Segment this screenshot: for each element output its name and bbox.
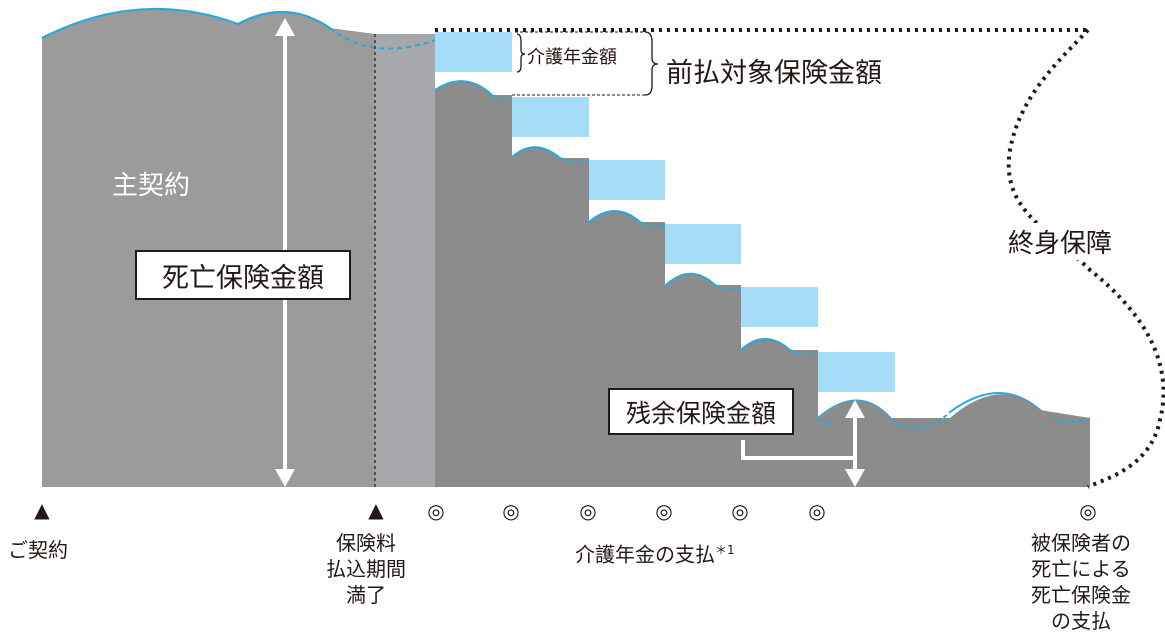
step-wave-4 — [664, 272, 716, 287]
death-payment-line-2: 死亡による — [1031, 557, 1131, 581]
remaining-wave-dashed — [817, 409, 1091, 430]
pension-block-6 — [818, 352, 895, 392]
prepay-brace — [644, 31, 659, 96]
pension-double-circle-icon: ◎ — [427, 499, 445, 523]
pension-block-4 — [665, 224, 741, 264]
care-pension-amount-label: 介護年金額 — [527, 47, 617, 68]
pension-double-circle-icon: ◎ — [579, 499, 597, 523]
pension-block-3 — [589, 160, 665, 200]
step-wave-3 — [588, 210, 641, 223]
remaining-amount-arrow — [741, 400, 865, 487]
step-wave-1-dash — [491, 94, 513, 101]
premium-end-line-3: 満了 — [346, 583, 386, 607]
step-wave-5-dash — [789, 349, 819, 356]
main-contract-label: 主契約 — [112, 171, 191, 201]
contract-label: ご契約 — [8, 538, 68, 562]
death-payment-line-1: 被保険者の — [1031, 531, 1131, 555]
premium-period-area — [375, 34, 435, 487]
pension-double-circle-icon: ◎ — [502, 499, 520, 523]
step-wave-1 — [434, 80, 493, 96]
remaining-wave-fill — [818, 394, 1090, 420]
step-wave-2 — [511, 146, 561, 159]
death-benefit-label: 死亡保険金額 — [162, 262, 324, 294]
pension-block-1 — [435, 32, 512, 72]
remaining-amount-box: 残余保険金額 — [608, 388, 794, 435]
premium-end-triangle-icon: ▲ — [368, 498, 384, 522]
step-wave-4-dash — [714, 284, 742, 291]
remaining-staircase-area — [435, 81, 1090, 487]
pension-block-5 — [741, 287, 818, 327]
pension-payment-note: ＊1 — [715, 543, 735, 557]
pension-payment-label: 介護年金の支払＊1 — [575, 537, 735, 568]
step-wave-5 — [740, 338, 791, 351]
main-wave-line — [41, 7, 331, 39]
main-wave-dashed — [329, 27, 436, 50]
death-payment-line-3: 死亡保険金 — [1031, 583, 1131, 607]
pension-double-circle-icon: ◎ — [731, 499, 749, 523]
care-pension-left-brace — [516, 33, 526, 73]
death-payment-double-circle-icon: ◎ — [1079, 499, 1097, 523]
contract-triangle-icon: ▲ — [34, 498, 50, 522]
death-benefit-box: 死亡保険金額 — [135, 250, 351, 300]
step-wave-3-dash — [639, 221, 666, 228]
premium-end-line-2: 払込期間 — [326, 557, 406, 581]
pension-double-circle-icon: ◎ — [808, 499, 826, 523]
lifetime-coverage-label: 終身保障 — [1006, 223, 1115, 260]
prepay-target-label: 前払対象保険金額 — [666, 58, 882, 89]
main-contract-area — [42, 8, 375, 487]
death-payment-label: 被保険者の 死亡による 死亡保険金 の支払 — [1031, 530, 1131, 634]
premium-end-line-1: 保険料 — [336, 531, 396, 555]
pension-payment-text: 介護年金の支払 — [575, 542, 715, 567]
premium-end-label: 保険料 払込期間 満了 — [326, 530, 406, 608]
pension-block-2 — [512, 97, 589, 137]
death-payment-line-4: の支払 — [1051, 609, 1111, 633]
pension-double-circle-icon: ◎ — [655, 499, 673, 523]
step-wave-2-dash — [559, 157, 590, 164]
lifetime-coverage-curve — [1006, 28, 1165, 489]
remaining-amount-label: 残余保険金額 — [625, 398, 776, 428]
